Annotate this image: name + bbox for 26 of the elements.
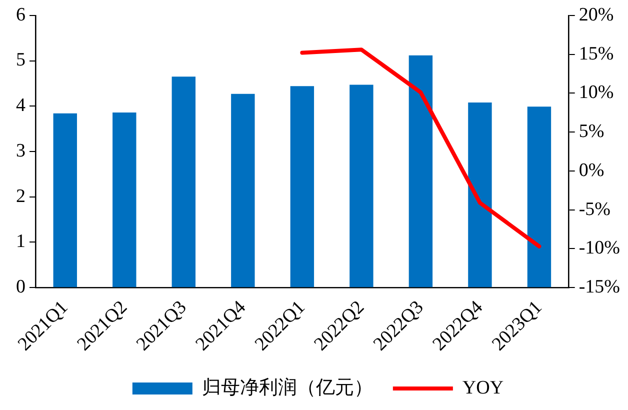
legend-label: 归母净利润（亿元） <box>202 376 373 398</box>
bar <box>408 55 433 288</box>
bar <box>350 84 374 288</box>
y2-tick-label: 15% <box>578 43 614 64</box>
y-tick-label: 5 <box>16 50 26 71</box>
y2-tick-label: 20% <box>578 4 614 26</box>
bar <box>53 113 77 288</box>
y2-tick-label: 5% <box>578 121 604 142</box>
y-tick-label: 3 <box>16 140 26 162</box>
y2-tick-label: -10% <box>578 238 620 259</box>
y-tick-label: 6 <box>16 4 26 26</box>
y2-tick-label: 0% <box>578 160 604 181</box>
bar <box>172 76 196 288</box>
bar <box>231 94 255 288</box>
y-tick-label: 2 <box>16 186 26 207</box>
legend-label: YOY <box>462 377 504 398</box>
y2-tick-label: 10% <box>578 82 614 104</box>
y-tick-label: 1 <box>16 231 26 252</box>
y-tick-label: 4 <box>16 95 26 116</box>
bar <box>527 106 552 288</box>
bar <box>468 102 492 288</box>
bar <box>112 112 136 288</box>
y2-tick-label: -15% <box>578 276 620 298</box>
y2-tick-label: -5% <box>578 198 611 220</box>
y-tick-label: 0 <box>16 276 26 298</box>
bar <box>290 86 314 288</box>
